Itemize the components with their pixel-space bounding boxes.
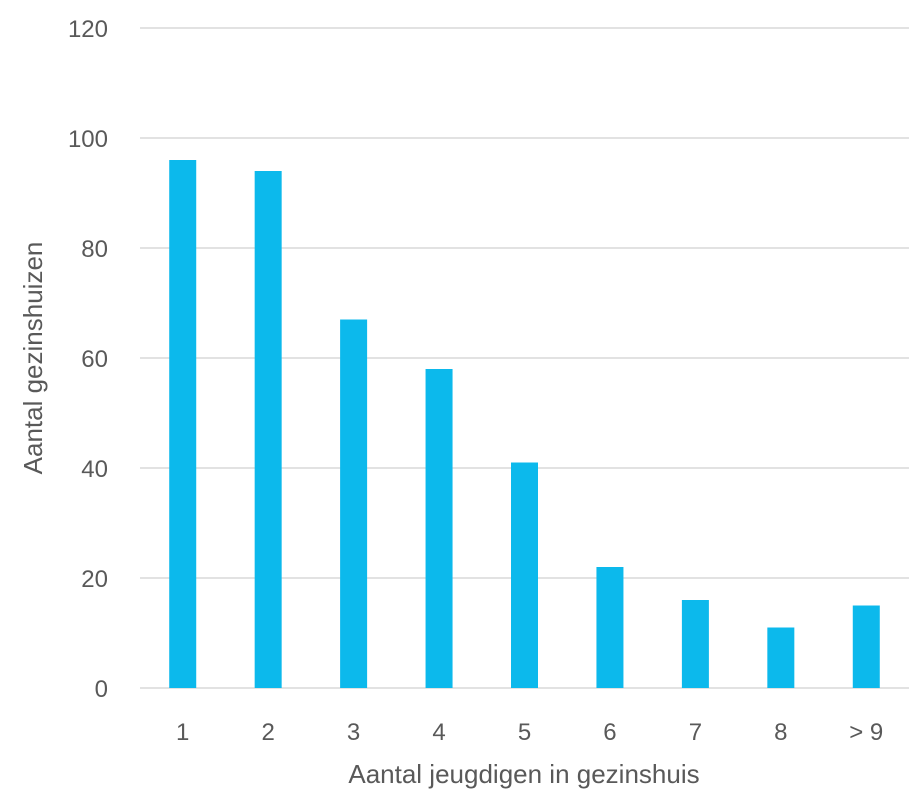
y-tick-label: 0 (95, 676, 108, 703)
bar-3 (340, 319, 368, 688)
x-tick-label: 8 (774, 719, 787, 746)
x-tick-label: 5 (518, 719, 531, 746)
bar-2 (254, 171, 282, 688)
y-tick-label: 20 (81, 566, 108, 593)
x-axis-title: Aantal jeugdigen in gezinshuis (348, 759, 699, 789)
y-axis-title: Aantal gezinshuizen (18, 242, 48, 475)
y-tick-label: 40 (81, 456, 108, 483)
bar-4 (425, 369, 453, 688)
y-tick-label: 100 (68, 126, 108, 153)
y-tick-label: 80 (81, 236, 108, 263)
x-tick-label: 3 (347, 719, 360, 746)
bar-8 (767, 627, 795, 688)
bar-9 (852, 605, 880, 688)
x-tick-label: > 9 (849, 719, 883, 746)
x-tick-label: 1 (176, 719, 189, 746)
y-tick-label: 120 (68, 16, 108, 43)
x-tick-label: 2 (261, 719, 274, 746)
x-tick-label: 7 (689, 719, 702, 746)
x-tick-label: 6 (603, 719, 616, 746)
bar-5 (511, 462, 538, 688)
bar-1 (169, 160, 197, 688)
x-axis-ticks: 1 2 3 4 5 6 7 8 > 9 (176, 719, 883, 746)
bars (169, 160, 880, 688)
x-tick-label: 4 (432, 719, 445, 746)
bar-6 (596, 567, 624, 688)
bar-7 (681, 600, 709, 688)
y-tick-label: 60 (81, 346, 108, 373)
y-axis-ticks: 0 20 40 60 80 100 120 (68, 16, 108, 703)
